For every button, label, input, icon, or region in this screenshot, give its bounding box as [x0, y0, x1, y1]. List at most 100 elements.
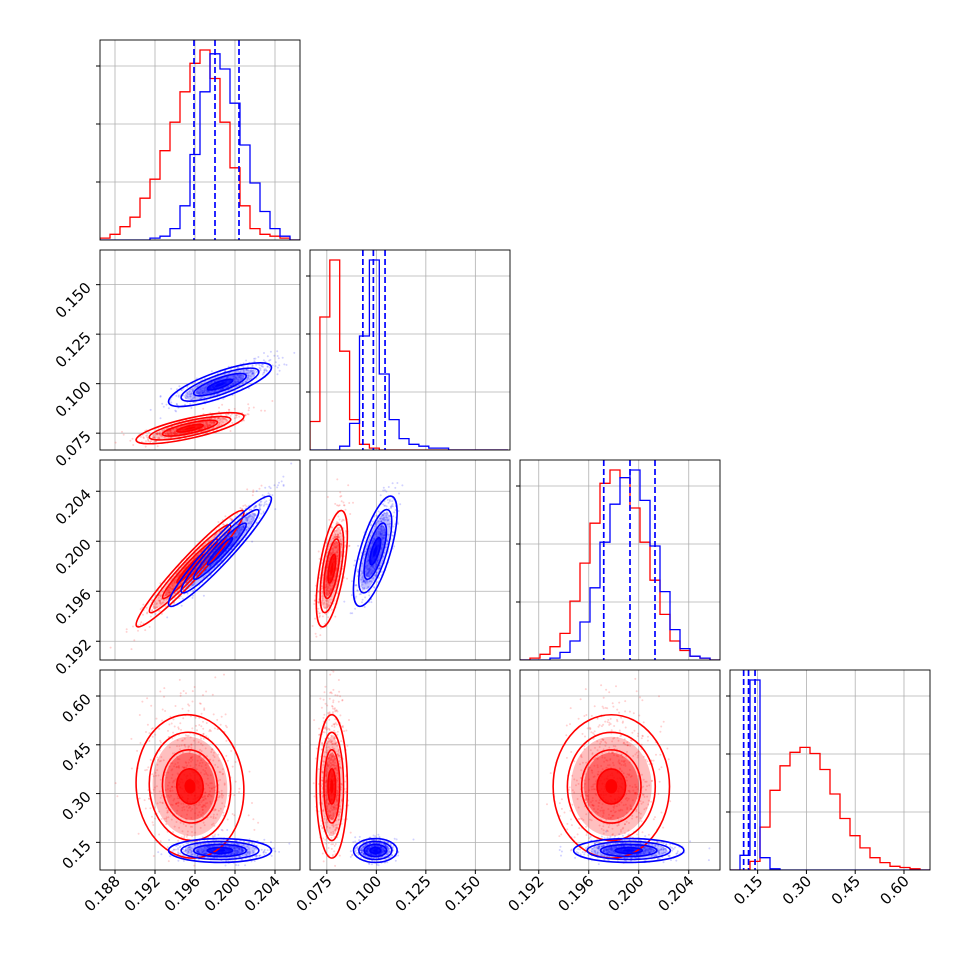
- scatter-point: [160, 612, 163, 615]
- scatter-point: [175, 803, 177, 805]
- scatter-point: [327, 590, 330, 592]
- scatter-point: [326, 565, 329, 568]
- scatter-point: [375, 514, 378, 517]
- grid-layer: [100, 40, 930, 870]
- scatter-point: [168, 839, 171, 841]
- scatter-point: [355, 584, 358, 587]
- scatter-point: [201, 389, 204, 392]
- scatter-point: [252, 517, 255, 520]
- scatter-point: [253, 828, 256, 831]
- scatter-point: [386, 519, 389, 522]
- scatter-point: [381, 560, 384, 562]
- scatter-point: [332, 549, 335, 552]
- scatter-point: [237, 843, 240, 846]
- scatter-point: [379, 562, 382, 565]
- scatter-point: [220, 423, 223, 426]
- scatter-point: [183, 808, 186, 811]
- scatter-point: [227, 385, 229, 388]
- scatter-point: [248, 387, 250, 390]
- scatter-point: [237, 533, 240, 536]
- scatter-point: [343, 600, 346, 603]
- scatter-point: [340, 500, 343, 503]
- scatter-point: [185, 766, 187, 769]
- scatter-point: [210, 816, 212, 818]
- scatter-point: [159, 417, 162, 420]
- scatter-point: [255, 490, 258, 493]
- scatter-point: [387, 501, 390, 504]
- scatter-point: [399, 503, 402, 506]
- scatter-point: [262, 511, 265, 514]
- scatter-point: [339, 532, 342, 535]
- scatter-point: [217, 423, 220, 426]
- scatter-point: [198, 724, 201, 726]
- scatter-point: [142, 436, 145, 439]
- scatter-point: [150, 727, 153, 730]
- scatter-point: [161, 429, 164, 432]
- scatter-point: [247, 851, 250, 854]
- scatter-point: [195, 768, 198, 771]
- scatter-point: [261, 363, 264, 366]
- scatter-point: [171, 737, 174, 740]
- scatter-point: [208, 417, 211, 420]
- scatter-point: [183, 836, 186, 839]
- scatter-point: [171, 773, 174, 776]
- scatter-point: [210, 391, 213, 394]
- scatter-point: [156, 802, 159, 805]
- scatter-point: [363, 581, 366, 584]
- scatter-point: [174, 432, 177, 435]
- scatter-point: [176, 739, 179, 742]
- scatter-point: [276, 355, 279, 357]
- scatter-point: [325, 589, 328, 592]
- scatter-point: [375, 564, 378, 566]
- scatter-point: [228, 372, 231, 375]
- scatter-point: [199, 755, 202, 757]
- scatter-point: [343, 504, 345, 507]
- scatter-point: [376, 519, 379, 522]
- scatter-point: [214, 417, 216, 420]
- scatter-point: [181, 707, 184, 710]
- scatter-point: [172, 799, 175, 802]
- scatter-point: [265, 369, 268, 372]
- scatter-point: [194, 844, 196, 847]
- scatter-point: [251, 373, 253, 376]
- scatter-point: [180, 802, 183, 805]
- scatter-point: [175, 802, 178, 805]
- scatter-point: [248, 848, 251, 850]
- scatter-point: [241, 849, 243, 851]
- scatter-point: [175, 802, 178, 805]
- scatter-point: [331, 550, 334, 553]
- scatter-point: [376, 559, 379, 562]
- scatter-point: [335, 567, 338, 570]
- scatter-point: [241, 850, 244, 853]
- scatter-point: [133, 639, 136, 642]
- scatter-point: [157, 432, 160, 435]
- scatter-point: [164, 710, 167, 712]
- scatter-point: [343, 504, 346, 507]
- scatter-point: [211, 835, 214, 838]
- scatter-point: [206, 774, 209, 777]
- scatter-point: [206, 423, 209, 426]
- scatter-point: [367, 571, 370, 574]
- scatter-point: [169, 587, 172, 590]
- scatter-point: [121, 430, 123, 433]
- scatter-point: [212, 390, 215, 393]
- scatter-point: [208, 565, 211, 568]
- scatter-point: [367, 571, 370, 574]
- scatter-point: [176, 802, 179, 805]
- scatter-point: [221, 796, 224, 799]
- scatter-point: [182, 844, 185, 847]
- scatter-point: [339, 538, 342, 541]
- scatter-point: [372, 577, 374, 580]
- scatter-point: [196, 392, 199, 395]
- scatter-point: [168, 723, 171, 726]
- scatter-point: [171, 762, 174, 765]
- scatter-point: [386, 498, 389, 501]
- scatter-point: [177, 766, 180, 768]
- scatter-point: [340, 546, 343, 549]
- scatter-point: [189, 764, 192, 767]
- scatter-point: [186, 809, 189, 812]
- scatter-point: [166, 433, 169, 436]
- scatter-point: [251, 372, 254, 374]
- scatter-point: [229, 517, 232, 520]
- scatter-point: [336, 535, 339, 538]
